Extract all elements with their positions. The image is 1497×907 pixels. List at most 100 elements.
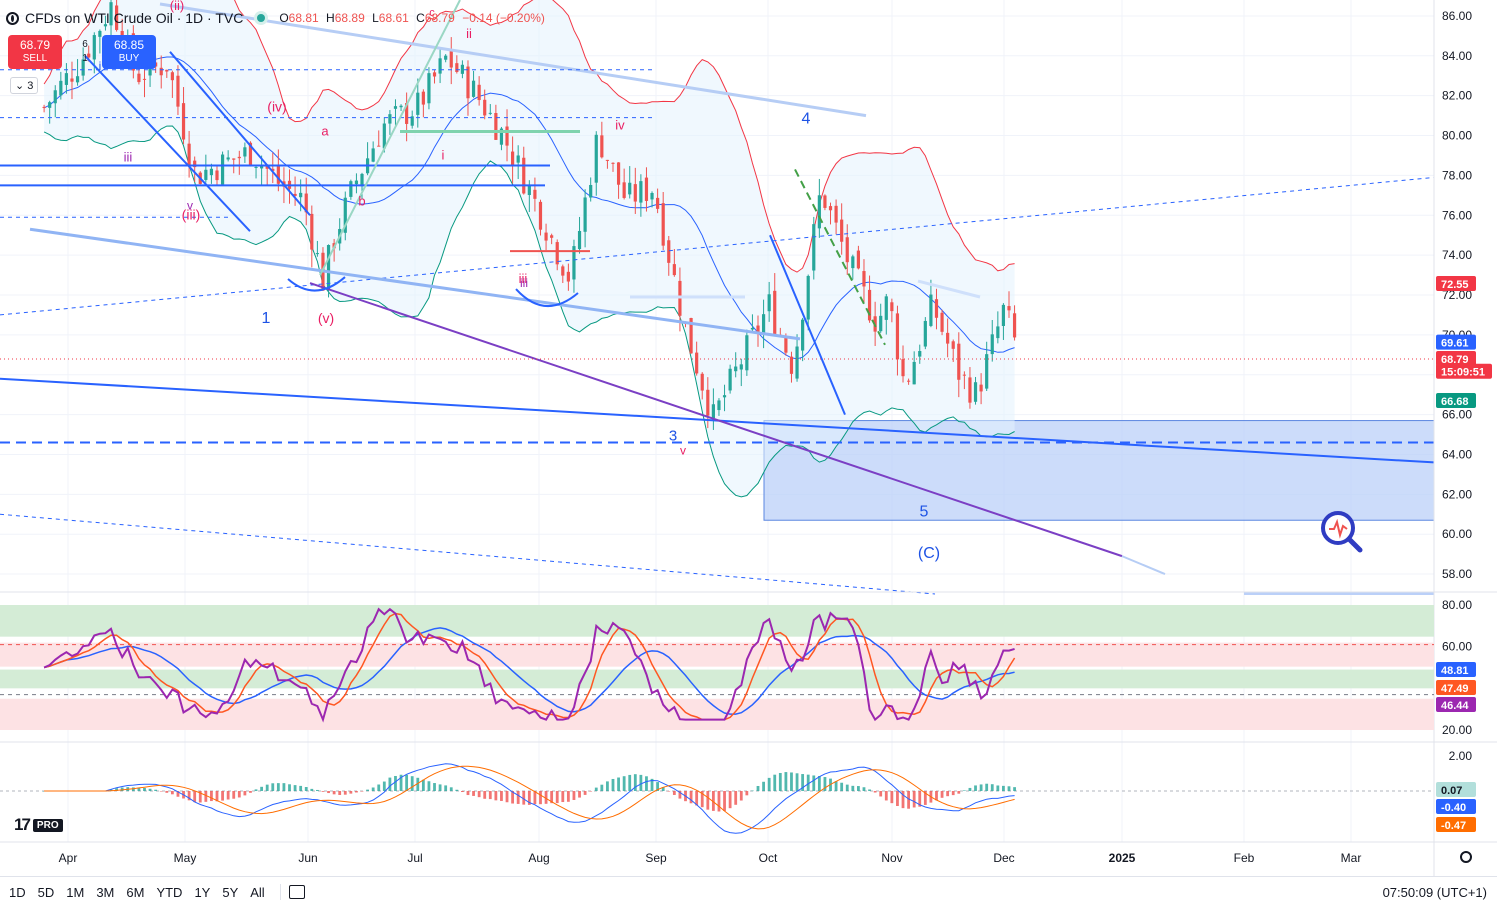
macd-histogram-bar	[187, 791, 191, 801]
macd-histogram-bar	[901, 791, 905, 809]
candle-body	[293, 193, 297, 196]
wave-label: b	[358, 193, 365, 208]
lots-selector[interactable]: ⌄ 3	[10, 77, 39, 94]
range-1d[interactable]: 1D	[9, 884, 26, 900]
macd-histogram-bar	[773, 774, 777, 791]
rsi-label-bg	[1436, 697, 1476, 712]
macd-histogram-bar	[851, 785, 855, 791]
candle-body	[812, 224, 816, 271]
candle-body	[806, 275, 810, 320]
macd-histogram-bar	[193, 791, 197, 803]
candle-body	[940, 312, 944, 332]
range-ytd[interactable]: YTD	[156, 884, 183, 900]
lower-band	[43, 125, 1015, 498]
candle-body	[471, 80, 476, 97]
macd-histogram-bar	[254, 789, 258, 791]
rsi-tick: 80.00	[1442, 598, 1472, 612]
macd-histogram-bar	[355, 791, 358, 793]
macd-histogram-bar	[176, 791, 180, 797]
range-all[interactable]: All	[250, 884, 265, 900]
range-1y[interactable]: 1Y	[194, 884, 211, 900]
macd-histogram-bar	[751, 790, 754, 792]
macd-histogram-bar	[293, 785, 297, 791]
symbol-title[interactable]: CFDs on WTI Crude Oil · 1D · TVC	[25, 10, 244, 26]
candle-body	[538, 201, 543, 230]
candle-body	[499, 128, 504, 145]
candle-body	[962, 374, 966, 376]
macd-histogram-bar	[817, 776, 821, 791]
candle-body	[254, 166, 258, 168]
rsi-mid-zone	[0, 669, 1434, 689]
macd-label-bg	[1436, 817, 1476, 832]
range-1m[interactable]: 1M	[66, 884, 85, 900]
macd-histogram-bar	[299, 785, 303, 791]
macd-histogram-bar	[332, 791, 336, 795]
macd-histogram-bar	[416, 777, 420, 791]
calendar-goto-icon[interactable]	[288, 885, 305, 899]
gear-icon[interactable]	[1460, 851, 1472, 863]
candle-body	[650, 192, 654, 200]
macd-histogram-bar	[154, 789, 158, 791]
macd-histogram-bar	[215, 791, 219, 802]
clock[interactable]: 07:50:09 (UTC+1)	[1382, 885, 1487, 900]
wave-label: i	[442, 147, 445, 162]
tv-logo-icon: 17	[14, 815, 31, 834]
candle-body	[639, 181, 643, 203]
macd-histogram-bar	[957, 791, 961, 794]
high-label: H	[326, 11, 335, 25]
macd-histogram-bar	[288, 784, 291, 791]
macd-histogram-bar	[143, 787, 146, 791]
candle-body	[761, 314, 766, 335]
macd-histogram-bar	[260, 786, 264, 791]
range-6m[interactable]: 6M	[126, 884, 145, 900]
candle-body	[360, 173, 364, 187]
range-5y[interactable]: 5Y	[222, 884, 239, 900]
macd-histogram-bar	[946, 791, 950, 797]
trendline-green-up	[319, 0, 461, 276]
macd-histogram-bar	[249, 791, 252, 793]
spread-units: 1	[82, 53, 88, 64]
candle-body	[756, 325, 760, 333]
sell-button[interactable]: 68.79 SELL	[8, 35, 62, 69]
macd-histogram-bar	[488, 791, 492, 800]
range-5d[interactable]: 5D	[37, 884, 55, 900]
macd-label: 0.07	[1441, 785, 1462, 797]
macd-histogram-bar	[466, 791, 470, 796]
channel-dashed	[0, 176, 1435, 316]
range-3m[interactable]: 3M	[96, 884, 115, 900]
macd-histogram-bar	[672, 791, 676, 795]
macd-histogram-bar	[42, 791, 46, 792]
time-tick: Feb	[1234, 851, 1255, 865]
candle-body	[706, 389, 710, 416]
candle-body	[427, 73, 431, 104]
candle-body	[444, 55, 448, 60]
candle-body	[951, 341, 955, 349]
macd-histogram-bar	[243, 791, 247, 796]
macd-histogram-bar	[868, 789, 871, 791]
candle-body	[929, 294, 933, 326]
candle-body	[477, 84, 481, 101]
candle-body	[103, 24, 108, 27]
buy-button[interactable]: 68.85 BUY	[102, 35, 156, 69]
candle-body	[828, 206, 833, 211]
candle-body	[204, 169, 208, 180]
candle-body	[137, 73, 141, 83]
macd-histogram-bar	[477, 791, 481, 798]
wave-label: ii	[466, 26, 472, 41]
rsi-lower-zone	[0, 698, 1434, 730]
macd-histogram-bar	[940, 791, 944, 798]
price-tick: 58.00	[1442, 567, 1472, 581]
candle-body	[856, 250, 860, 269]
candle-body	[42, 106, 46, 108]
wave-label: iii	[520, 276, 528, 290]
candle-body	[382, 123, 386, 149]
macd-histogram-bar	[756, 785, 760, 791]
chevron-down-icon: ⌄	[15, 80, 25, 92]
macd-histogram-bar	[433, 783, 436, 791]
candle-body	[215, 170, 219, 181]
macd-histogram-bar	[511, 791, 514, 804]
candle-body	[784, 337, 788, 353]
candle-body	[906, 380, 911, 382]
candle-body	[561, 266, 565, 276]
